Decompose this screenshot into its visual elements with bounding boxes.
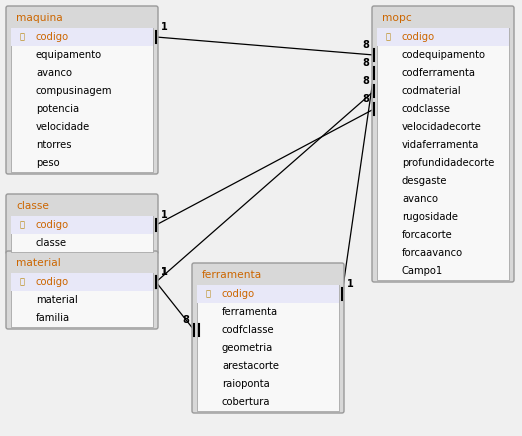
Text: codclasse: codclasse (402, 104, 451, 114)
Text: compusinagem: compusinagem (36, 86, 113, 96)
Bar (11, 273, 153, 327)
Text: 1: 1 (161, 22, 168, 32)
Text: classe: classe (16, 201, 49, 211)
Text: raioponta: raioponta (222, 379, 270, 389)
Text: 8: 8 (363, 40, 370, 50)
Text: codigo: codigo (222, 289, 255, 299)
Text: geometria: geometria (222, 343, 273, 353)
Text: velocidade: velocidade (36, 122, 90, 132)
Text: classe: classe (36, 238, 67, 248)
Text: 8: 8 (363, 94, 370, 104)
Bar (11, 216, 153, 234)
Text: ⚿: ⚿ (206, 290, 210, 299)
Bar (197, 285, 339, 411)
Bar (11, 216, 153, 252)
Text: potencia: potencia (36, 104, 79, 114)
FancyBboxPatch shape (6, 194, 158, 254)
FancyBboxPatch shape (6, 6, 158, 174)
Text: rugosidade: rugosidade (402, 212, 458, 222)
Text: velocidadecorte: velocidadecorte (402, 122, 482, 132)
Text: ferramenta: ferramenta (202, 270, 262, 280)
FancyBboxPatch shape (6, 251, 158, 329)
Text: maquina: maquina (16, 13, 63, 23)
Text: material: material (36, 295, 78, 305)
Text: ⚿: ⚿ (19, 221, 25, 229)
Text: ferramenta: ferramenta (222, 307, 278, 317)
Bar (377, 28, 509, 280)
Text: 1: 1 (161, 210, 168, 220)
Text: codfclasse: codfclasse (222, 325, 275, 335)
Text: 8: 8 (183, 315, 189, 325)
Text: codigo: codigo (36, 277, 69, 287)
Text: familia: familia (36, 313, 70, 323)
Text: mopc: mopc (382, 13, 412, 23)
Text: Campo1: Campo1 (402, 266, 443, 276)
Text: codigo: codigo (402, 32, 435, 42)
Text: cobertura: cobertura (222, 397, 270, 407)
Bar (11, 28, 153, 46)
Text: avanco: avanco (36, 68, 72, 78)
Text: ⚿: ⚿ (19, 33, 25, 41)
Bar (377, 28, 509, 46)
FancyBboxPatch shape (372, 6, 514, 282)
Text: ⚿: ⚿ (386, 33, 390, 41)
Text: ⚿: ⚿ (19, 277, 25, 286)
Text: 8: 8 (363, 58, 370, 68)
Text: vidaferramenta: vidaferramenta (402, 140, 479, 150)
Text: equipamento: equipamento (36, 50, 102, 60)
Text: 1: 1 (347, 279, 353, 289)
Text: codferramenta: codferramenta (402, 68, 476, 78)
Text: forcaavanco: forcaavanco (402, 248, 463, 258)
Text: ntorres: ntorres (36, 140, 72, 150)
Text: codigo: codigo (36, 32, 69, 42)
Text: peso: peso (36, 158, 60, 168)
Text: profundidadecorte: profundidadecorte (402, 158, 494, 168)
Text: arestacorte: arestacorte (222, 361, 279, 371)
Text: desgaste: desgaste (402, 176, 447, 186)
Bar (11, 28, 153, 172)
Text: 1: 1 (161, 267, 168, 277)
Text: 8: 8 (363, 76, 370, 86)
Bar (197, 285, 339, 303)
Text: codigo: codigo (36, 220, 69, 230)
Text: codequipamento: codequipamento (402, 50, 486, 60)
Text: 1: 1 (161, 267, 168, 277)
FancyBboxPatch shape (192, 263, 344, 413)
Text: avanco: avanco (402, 194, 438, 204)
Text: forcacorte: forcacorte (402, 230, 453, 240)
Text: material: material (16, 258, 61, 268)
Text: codmaterial: codmaterial (402, 86, 461, 96)
Bar (11, 273, 153, 291)
